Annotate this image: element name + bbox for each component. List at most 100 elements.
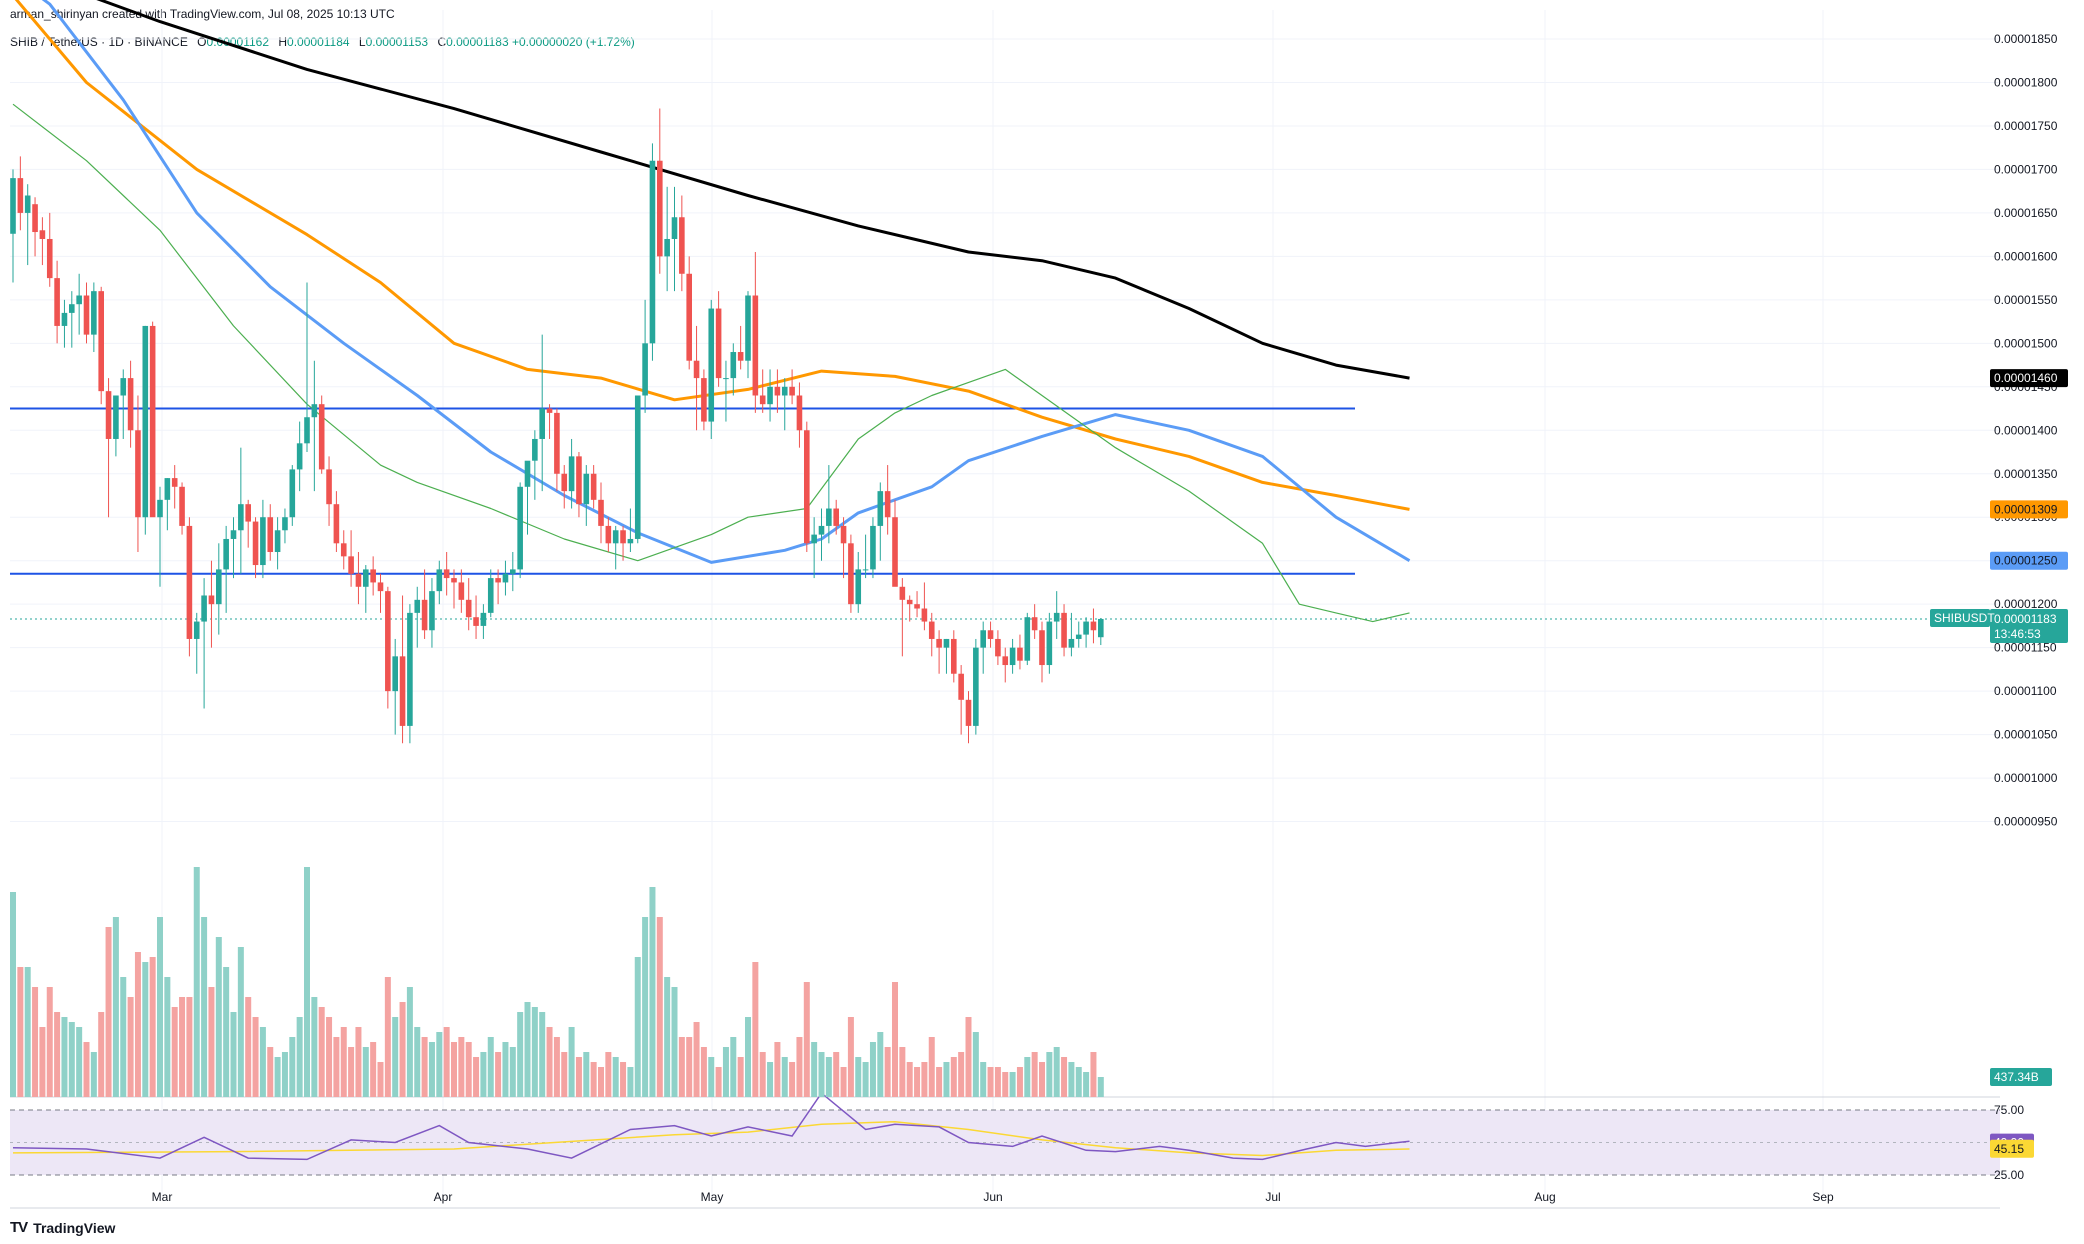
candle-body	[333, 504, 340, 544]
candle	[899, 578, 906, 657]
candle-body	[980, 630, 986, 648]
candle-body	[877, 491, 884, 526]
volume-bar	[318, 1007, 325, 1097]
volume-bar	[899, 1047, 906, 1097]
candle	[833, 499, 839, 535]
candle	[914, 591, 920, 618]
volume-bar	[421, 1037, 428, 1097]
time-axis[interactable]: Mar Apr May Jun Jul Aug Sep	[152, 1190, 1834, 1204]
volume-bar	[884, 1047, 891, 1097]
volume-bar	[561, 1052, 568, 1097]
candle-body	[510, 569, 516, 574]
volume-bar	[61, 1017, 68, 1097]
volume-bar	[326, 1017, 333, 1097]
candle-body	[289, 469, 296, 518]
candle	[421, 569, 428, 639]
candle	[612, 525, 619, 570]
candle-body	[745, 295, 751, 361]
volume-bar	[700, 1047, 707, 1097]
volume-bar	[767, 1062, 774, 1097]
volume-bars	[10, 867, 1104, 1097]
volume-bar	[237, 947, 244, 1097]
volume-bar	[451, 1042, 457, 1097]
candle	[223, 525, 229, 613]
candle	[987, 621, 994, 648]
candle	[10, 169, 16, 283]
volume-bar	[443, 1027, 450, 1097]
candle-body	[10, 178, 16, 234]
candle-body	[208, 595, 215, 605]
candle	[164, 478, 171, 531]
candle-body	[958, 673, 964, 700]
candle-body	[804, 430, 810, 544]
candle	[32, 197, 38, 257]
candle	[804, 421, 810, 553]
candle	[193, 612, 200, 674]
candle-body	[502, 573, 509, 583]
price-badge-bg	[1990, 500, 2068, 519]
candle-body	[781, 386, 788, 396]
volume-bar	[267, 1047, 274, 1097]
moving-averages	[12, 0, 1411, 623]
candle-body	[928, 621, 935, 639]
volume-bar	[722, 1047, 729, 1097]
candle-body	[627, 538, 634, 544]
price-axis[interactable]: 0.00001850 0.00001800 0.00001750 0.00001700…	[1994, 32, 2058, 1182]
candle-body	[326, 469, 332, 505]
candle	[826, 465, 832, 544]
candle-body	[39, 230, 46, 239]
candle	[318, 395, 325, 474]
volume-bar	[32, 987, 39, 1097]
volume-bar	[914, 1067, 921, 1097]
candle	[532, 430, 538, 500]
candle	[921, 582, 928, 631]
candle	[767, 369, 773, 422]
candle	[39, 217, 46, 266]
price-tick-label: 0.00001550	[1994, 293, 2058, 307]
candle	[399, 595, 406, 744]
candle-body	[1075, 634, 1082, 639]
candle-body	[69, 304, 75, 313]
price-badge-bg	[1990, 369, 2068, 388]
candle-body	[708, 308, 715, 422]
candle-body	[737, 352, 744, 361]
candle-body	[1002, 656, 1009, 666]
volume-bar	[620, 1062, 627, 1097]
tradingview-logo[interactable]: TV TradingView	[10, 1219, 115, 1236]
candle-body	[840, 525, 847, 544]
volume-bar	[678, 1037, 685, 1097]
volume-bar	[296, 1017, 303, 1097]
volume-bar	[10, 892, 16, 1097]
candle-body	[223, 538, 229, 570]
candle-body	[458, 582, 465, 600]
candle	[289, 465, 296, 526]
candle-body	[789, 386, 795, 396]
candle-body	[759, 395, 766, 405]
low-label: L	[358, 35, 366, 49]
rsi-level-label: 25.00	[1994, 1168, 2024, 1182]
candle	[862, 534, 869, 579]
volume-bar	[987, 1067, 994, 1097]
horizontal-levels[interactable]	[10, 407, 2000, 620]
candle	[568, 438, 575, 509]
candle	[627, 508, 634, 553]
candle-body	[921, 608, 928, 622]
candle	[634, 395, 641, 544]
candle	[715, 291, 722, 387]
ma50-line	[41, 0, 1411, 564]
volume-bar	[693, 1022, 700, 1097]
candle	[723, 360, 729, 422]
time-tick-label: Aug	[1534, 1190, 1555, 1204]
candle	[61, 299, 68, 348]
candle-body	[693, 360, 700, 379]
candle-body	[1046, 621, 1053, 666]
candle	[1002, 647, 1009, 683]
candle-body	[715, 308, 722, 379]
candle	[1098, 618, 1104, 646]
volume-bar	[730, 1037, 737, 1097]
volume-bar	[539, 1012, 546, 1097]
candle-body	[179, 486, 185, 526]
candle-body	[120, 378, 127, 396]
volume-bar	[1009, 1072, 1016, 1097]
